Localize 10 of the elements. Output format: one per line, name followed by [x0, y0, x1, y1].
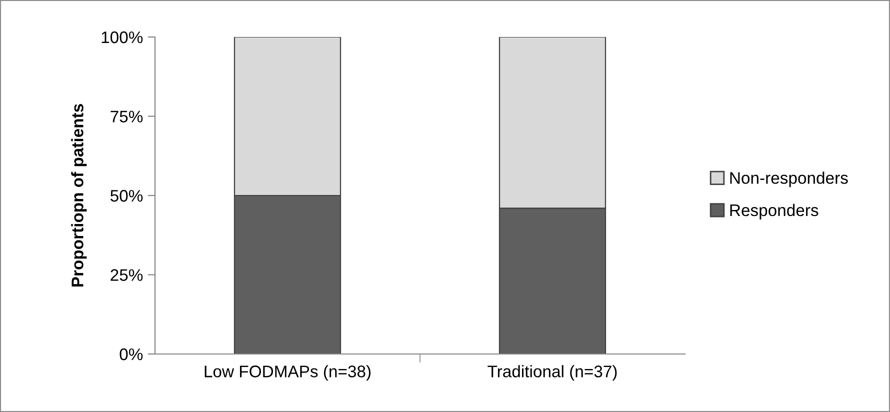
- legend-label: Responders: [730, 204, 818, 220]
- x-tick-label: Traditional (n=37): [488, 365, 617, 381]
- y-tick-label: 25%: [110, 269, 143, 281]
- y-axis-title: Proportiopn of patients: [71, 104, 87, 286]
- y-tick-label: 100%: [102, 31, 143, 44]
- y-tick-label: 0%: [120, 348, 143, 360]
- y-tick-label: 50%: [110, 190, 143, 202]
- y-tick-label: 75%: [110, 110, 143, 122]
- legend-label: Non-responders: [730, 172, 848, 188]
- x-tick-label: Low FODMAPs (n=38): [204, 365, 371, 381]
